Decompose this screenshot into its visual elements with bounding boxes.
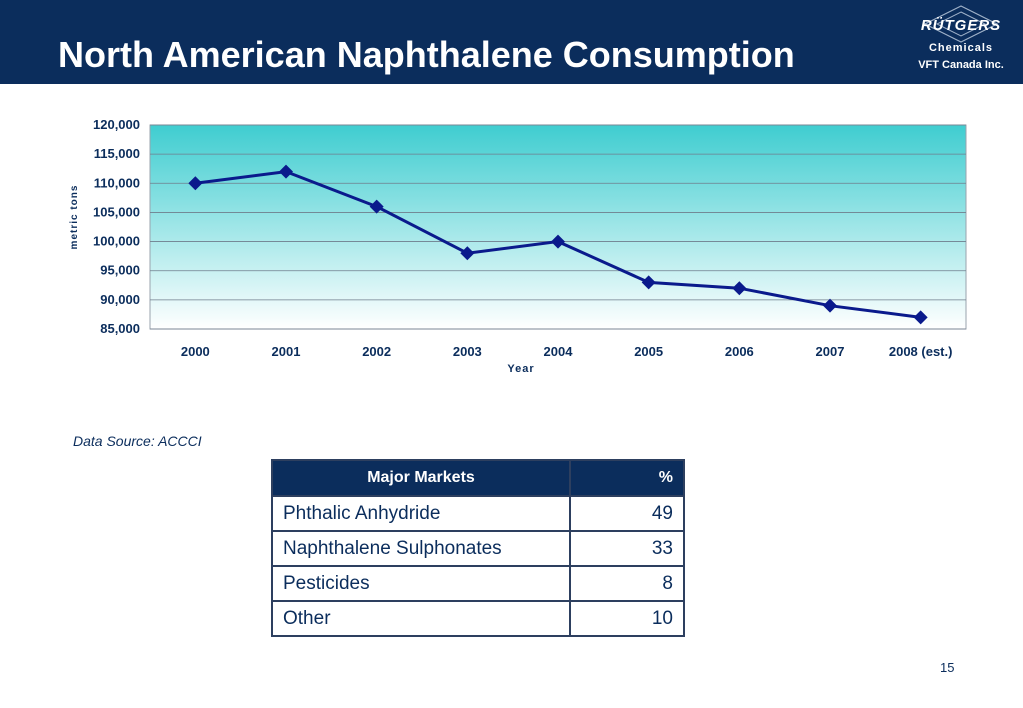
data-point-marker bbox=[732, 281, 747, 296]
y-tick-label: 100,000 bbox=[93, 234, 140, 249]
x-tick-label: 2003 bbox=[453, 344, 482, 359]
x-tick-label: 2004 bbox=[544, 344, 574, 359]
logo-sub-text: Chemicals bbox=[928, 42, 994, 54]
x-tick-label: 2001 bbox=[272, 344, 301, 359]
y-tick-label: 95,000 bbox=[100, 263, 140, 278]
market-percent-cell: 8 bbox=[569, 565, 685, 602]
market-percent-cell: 10 bbox=[569, 600, 685, 637]
data-point-marker bbox=[188, 176, 203, 191]
logo-brand-text: RÜTGERS bbox=[920, 17, 1002, 34]
column-header-markets: Major Markets bbox=[271, 459, 571, 497]
column-header-percent: % bbox=[569, 459, 685, 497]
chart: 85,000 90,000 95,000 100,000 105,000 110,000 1… bbox=[0, 100, 1023, 390]
y-tick-label: 120,000 bbox=[93, 117, 140, 132]
market-percent-cell: 33 bbox=[569, 530, 685, 567]
x-tick-label: 2006 bbox=[725, 344, 754, 359]
header-bar: North American Naphthalene Consumption R… bbox=[0, 0, 1023, 84]
market-percent-cell: 49 bbox=[569, 495, 685, 532]
page-title: North American Naphthalene Consumption bbox=[58, 34, 795, 75]
company-logo: RÜTGERS Chemicals VFT Canada Inc. bbox=[905, 4, 1017, 80]
x-tick-label: 2008 (est.) bbox=[889, 344, 953, 359]
table-row: Phthalic Anhydride 49 bbox=[271, 495, 685, 532]
y-tick-label: 90,000 bbox=[100, 292, 140, 307]
data-point-marker bbox=[551, 234, 565, 249]
y-tick-label: 105,000 bbox=[93, 204, 140, 219]
market-name-cell: Naphthalene Sulphonates bbox=[271, 530, 571, 567]
logo-company-text: VFT Canada Inc. bbox=[918, 59, 1004, 71]
table-row: Naphthalene Sulphonates 33 bbox=[271, 530, 685, 567]
market-name-cell: Pesticides bbox=[271, 565, 571, 602]
x-tick-label: 2007 bbox=[816, 344, 845, 359]
table-header-row: Major Markets % bbox=[271, 459, 685, 497]
data-point-marker bbox=[823, 298, 837, 313]
data-point-marker bbox=[913, 310, 928, 325]
y-tick-label: 85,000 bbox=[100, 321, 140, 336]
line-chart: 85,000 90,000 95,000 100,000 105,000 110,000 1… bbox=[69, 117, 967, 375]
x-tick-label: 2000 bbox=[181, 344, 210, 359]
market-name-cell: Phthalic Anhydride bbox=[271, 495, 571, 532]
y-tick-label: 115,000 bbox=[94, 146, 140, 161]
table-row: Other 10 bbox=[271, 600, 685, 637]
y-axis-title: metric tons bbox=[69, 185, 80, 250]
data-point-marker bbox=[641, 275, 656, 290]
table-row: Pesticides 8 bbox=[271, 565, 685, 602]
markets-table: Major Markets % Phthalic Anhydride 49 Na… bbox=[271, 459, 685, 637]
x-tick-label: 2002 bbox=[362, 344, 391, 359]
market-name-cell: Other bbox=[271, 600, 571, 637]
y-tick-label: 110,000 bbox=[94, 175, 140, 190]
data-point-marker bbox=[460, 246, 475, 261]
logo-emblem-icon bbox=[923, 5, 999, 43]
data-point-marker bbox=[369, 199, 384, 214]
data-source-note: Data Source: ACCCI bbox=[73, 433, 202, 449]
page-number: 15 bbox=[940, 660, 955, 675]
data-point-marker bbox=[279, 164, 293, 179]
x-axis-title: Year bbox=[507, 363, 534, 375]
plot-background bbox=[149, 124, 967, 330]
x-tick-label: 2005 bbox=[634, 344, 663, 359]
